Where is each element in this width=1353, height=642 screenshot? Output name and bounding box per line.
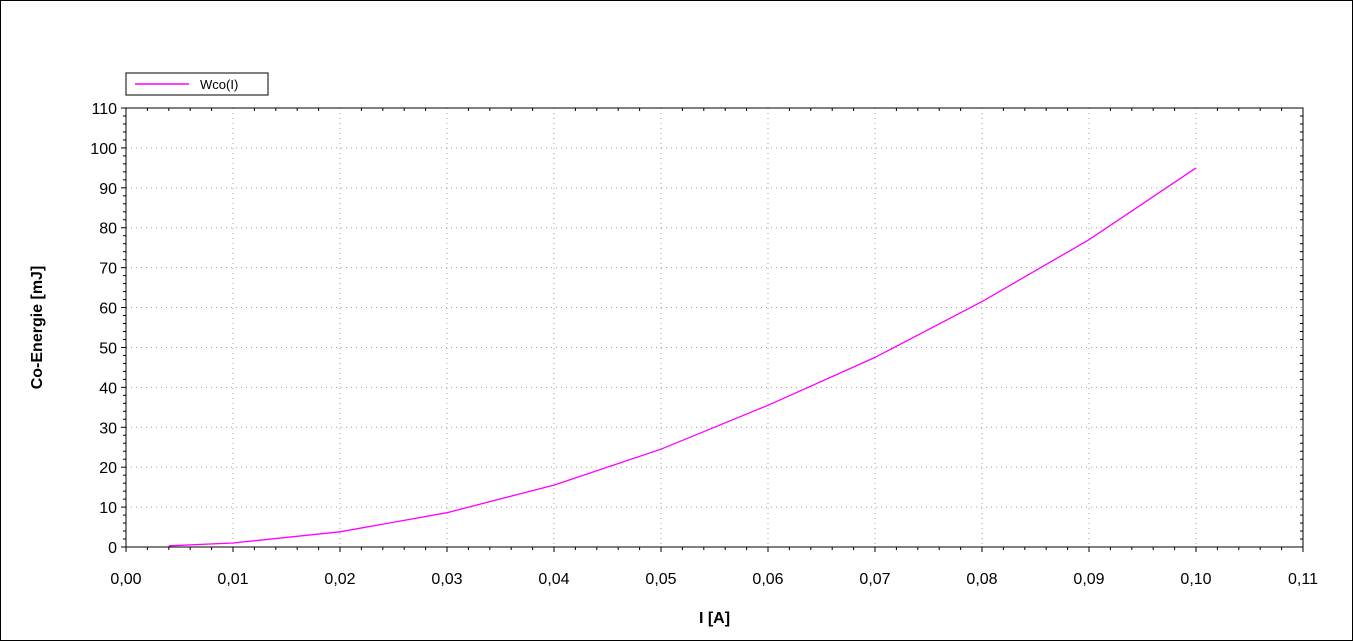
x-tick-label: 0,10 [1180, 571, 1211, 588]
x-tick-label: 0,06 [752, 571, 783, 588]
y-tick-label: 20 [99, 460, 117, 477]
y-tick-label: 60 [99, 301, 117, 318]
x-tick-label: 0,11 [1288, 571, 1318, 588]
y-tick-label: 90 [99, 181, 117, 198]
x-tick-label: 0,07 [859, 571, 890, 588]
legend-box [125, 72, 269, 96]
grid [126, 108, 1303, 547]
y-tick-label: 110 [91, 101, 117, 118]
x-tick-label: 0,01 [217, 571, 248, 588]
y-tick-label: 40 [99, 380, 117, 397]
plot-area [125, 107, 1304, 548]
y-axis: 0 10 20 30 40 50 60 70 80 90 100 110 [90, 101, 126, 557]
y-tick-label: 0 [108, 540, 117, 557]
x-tick-label: 0,08 [966, 571, 997, 588]
minor-ticks [123, 108, 1303, 550]
y-tick-label: 30 [99, 420, 117, 437]
y-tick-label: 70 [99, 261, 117, 278]
legend: Wco(I) [125, 72, 269, 96]
x-axis: 0,00 0,01 0,02 0,03 0,04 0,05 0,06 0,07 0,08 0,09… [110, 547, 1318, 588]
y-tick-label: 80 [99, 221, 117, 238]
y-tick-label: 100 [90, 141, 117, 158]
legend-label-wco: Wco(I) [200, 77, 238, 92]
y-tick-label: 10 [99, 500, 117, 517]
y-axis-title: Co-Energie [mJ] [29, 266, 46, 390]
x-axis-title: I [A] [699, 610, 730, 627]
series-line-0 [168, 167, 1197, 547]
x-tick-label: 0,09 [1073, 571, 1104, 588]
x-tick-label: 0,05 [645, 571, 676, 588]
y-tick-label: 50 [99, 340, 117, 357]
series-layer [168, 167, 1197, 547]
x-tick-label: 0,02 [324, 571, 355, 588]
x-tick-label: 0,04 [538, 571, 569, 588]
x-tick-label: 0,00 [110, 571, 141, 588]
x-tick-label: 0,03 [431, 571, 462, 588]
